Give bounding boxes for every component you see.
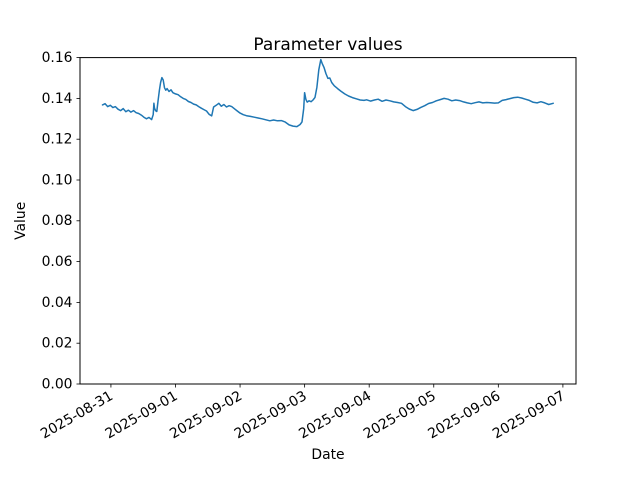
data-line-parameter-value xyxy=(101,58,554,128)
y-tick-label: 0.10 xyxy=(42,172,73,188)
y-tick-label: 0.04 xyxy=(42,295,73,311)
x-tick-label: 2025-09-02 xyxy=(167,388,245,442)
x-tick-label: 2025-08-31 xyxy=(38,388,116,442)
x-tick-label: 2025-09-04 xyxy=(296,388,374,442)
x-tick-label: 2025-09-01 xyxy=(103,388,181,442)
y-axis-label: Value xyxy=(13,202,29,240)
y-tick-label: 0.08 xyxy=(42,213,73,229)
x-tick-label: 2025-09-03 xyxy=(232,388,310,442)
y-tick-label: 0.06 xyxy=(42,254,73,270)
x-tick-label: 2025-09-05 xyxy=(361,388,439,442)
plot-spines xyxy=(79,57,577,385)
y-tick-label: 0.14 xyxy=(42,91,73,107)
y-tick-label: 0.16 xyxy=(42,50,73,66)
x-tick-label: 2025-09-06 xyxy=(425,388,503,442)
y-tick-label: 0.00 xyxy=(42,376,73,392)
x-tick-label: 2025-09-07 xyxy=(490,388,568,442)
y-tick-label: 0.12 xyxy=(42,132,73,148)
series-layer xyxy=(101,58,554,128)
y-tick-label: 0.02 xyxy=(42,336,73,352)
x-axis-label: Date xyxy=(311,447,344,463)
chart-title: Parameter values xyxy=(253,35,402,55)
